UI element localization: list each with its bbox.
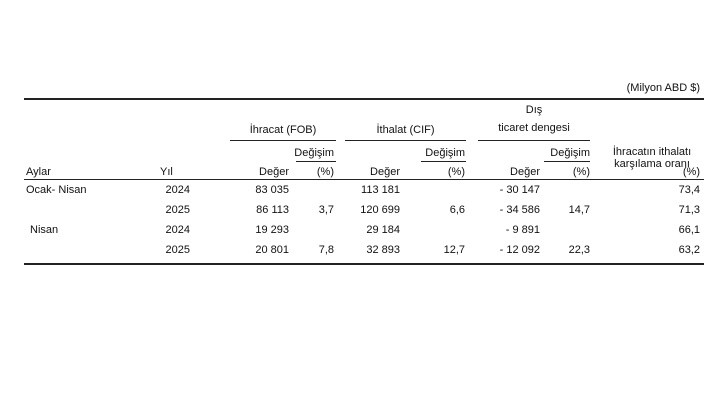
balance-head: Dış xyxy=(525,104,543,116)
rule xyxy=(544,161,590,162)
cell: 120 699 xyxy=(360,204,400,216)
col-head: (%) xyxy=(447,166,465,178)
coverage-head: İhracatın ithalatı xyxy=(612,146,692,158)
row-label: Ocak- Nisan xyxy=(26,184,87,196)
rule xyxy=(421,161,466,162)
cell: 22,3 xyxy=(568,244,590,256)
cell: - 34 586 xyxy=(499,204,540,216)
cell: 66,1 xyxy=(678,224,700,236)
rule xyxy=(345,140,466,141)
col-head: Değer xyxy=(510,166,540,178)
imports-head: İthalat (CIF) xyxy=(376,124,435,136)
cell: 83 035 xyxy=(255,184,289,196)
col-head: Değer xyxy=(259,166,289,178)
cell: 2024 xyxy=(165,184,190,196)
change-head: Değişim xyxy=(550,147,590,159)
cell: - 12 092 xyxy=(499,244,540,256)
change-head: Değişim xyxy=(294,147,334,159)
col-head: Aylar xyxy=(26,166,51,178)
cell: 71,3 xyxy=(678,204,700,216)
cell: 73,4 xyxy=(678,184,700,196)
cell: - 30 147 xyxy=(499,184,540,196)
cell: 3,7 xyxy=(318,204,334,216)
cell: 2025 xyxy=(165,204,190,216)
coverage-head: karşılama oranı xyxy=(614,158,690,170)
col-head: (%) xyxy=(572,166,590,178)
exports-head: İhracat (FOB) xyxy=(249,124,317,136)
rule xyxy=(230,140,336,141)
unit: (Milyon ABD $) xyxy=(626,82,700,94)
cell: 2024 xyxy=(165,224,190,236)
cell: 6,6 xyxy=(449,204,465,216)
col-head: Değer xyxy=(370,166,400,178)
rule xyxy=(24,98,704,100)
rule xyxy=(24,263,704,265)
cell: 2025 xyxy=(165,244,190,256)
col-head: (%) xyxy=(682,166,700,178)
cell: 14,7 xyxy=(568,204,590,216)
cell: - 9 891 xyxy=(505,224,540,236)
col-head: (%) xyxy=(316,166,334,178)
row-label: Nisan xyxy=(30,224,59,236)
balance-head: ticaret dengesi xyxy=(498,122,570,134)
cell: 12,7 xyxy=(443,244,465,256)
cell: 86 113 xyxy=(256,204,289,216)
rule xyxy=(478,140,590,141)
rule xyxy=(24,179,704,180)
cell: 20 801 xyxy=(255,244,289,256)
rule xyxy=(296,161,336,162)
cell: 7,8 xyxy=(318,244,334,256)
cell: 19 293 xyxy=(255,224,289,236)
cell: 63,2 xyxy=(678,244,700,256)
col-head: Yıl xyxy=(160,166,173,178)
change-head: Değişim xyxy=(425,147,465,159)
cell: 113 181 xyxy=(361,184,400,196)
cell: 29 184 xyxy=(366,224,400,236)
cell: 32 893 xyxy=(366,244,400,256)
